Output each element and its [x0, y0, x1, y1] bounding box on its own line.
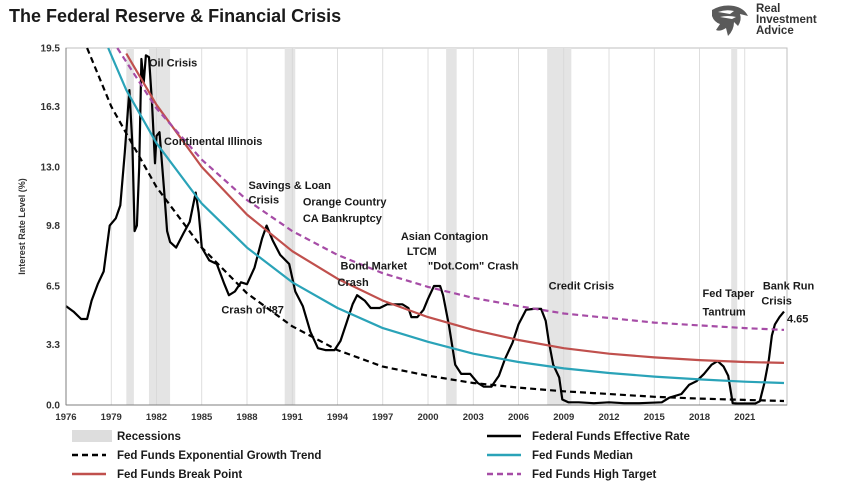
- annotation-label: Bank Run: [763, 281, 815, 293]
- annotation-label: Crisis: [761, 295, 792, 307]
- annotation-label: Asian Contagion: [401, 231, 489, 243]
- series-lines: [65, 47, 785, 405]
- legend: Recessions Federal Funds Effective Rate Fe…: [72, 430, 690, 481]
- brand-logo: Real Investment Advice: [708, 2, 846, 42]
- annotation-label: Fed Taper: [703, 288, 755, 300]
- logo-line: Real: [756, 3, 781, 15]
- eagle-icon: [712, 5, 748, 36]
- x-tick-label: 1982: [146, 412, 167, 423]
- series-line: [116, 47, 785, 331]
- y-tick-label: 6.5: [46, 282, 60, 293]
- recession-band: [284, 48, 296, 405]
- y-tick-label: 13.0: [41, 163, 61, 174]
- annotation-label: Tantrum: [703, 306, 746, 318]
- y-tick-label: 3.3: [46, 340, 60, 351]
- annotation-label: CA Bankruptcy: [303, 213, 383, 225]
- x-tick-label: 2003: [463, 412, 484, 423]
- annotation-label: "Dot.Com" Crash: [428, 261, 519, 273]
- legend-label: Fed Funds High Target: [532, 469, 657, 481]
- series-line: [107, 47, 785, 385]
- legend-label: Federal Funds Effective Rate: [532, 431, 690, 443]
- x-tick-label: 2006: [508, 412, 529, 423]
- x-tick-label: 1979: [101, 412, 122, 423]
- legend-label: Fed Funds Break Point: [117, 469, 242, 481]
- annotation-label: Bond Market: [341, 261, 408, 273]
- recession-band: [446, 48, 457, 405]
- x-tick-label: 1997: [372, 412, 393, 423]
- annotation-label: Crash of '87: [221, 304, 284, 316]
- chart-title: The Federal Reserve & Financial Crisis: [9, 6, 342, 26]
- x-tick-label: 1994: [327, 412, 349, 423]
- legend-swatch: [72, 430, 112, 442]
- y-axis-title: Interest Rate Level (%): [17, 178, 27, 275]
- recession-band: [731, 48, 738, 405]
- logo-wordmark: Real Investment Advice: [756, 3, 817, 37]
- x-tick-label: 2009: [553, 412, 574, 423]
- series-line: [125, 52, 785, 364]
- logo-line: Investment: [756, 14, 817, 26]
- plot-area: [65, 47, 788, 406]
- y-tick-label: 19.5: [41, 44, 61, 55]
- x-tick-label: 1985: [191, 412, 213, 423]
- plot-frame: [65, 47, 788, 406]
- annotation-label: Orange Country: [303, 196, 388, 208]
- y-tick-label: 16.3: [41, 102, 61, 113]
- annotation-label: Savings & Loan: [249, 180, 332, 192]
- annotation-label: 4.65: [787, 314, 808, 326]
- x-tick-label: 1991: [282, 412, 304, 423]
- x-tick-label: 2000: [417, 412, 438, 423]
- axes: 0.0 3.3 6.5 9.8 13.0 16.3 19.5 1976 1979 1982 1985…: [17, 44, 787, 423]
- x-tick-label: 2012: [598, 412, 619, 423]
- x-tick-label: 1988: [236, 412, 257, 423]
- x-tick-label: 2018: [689, 412, 710, 423]
- annotation-label: Crash: [338, 277, 369, 289]
- annotation-label: LTCM: [407, 246, 437, 258]
- x-tick-label: 2015: [644, 412, 666, 423]
- recession-band: [126, 48, 134, 405]
- annotation-label: Crisis: [249, 195, 280, 207]
- y-tick-label: 9.8: [46, 221, 60, 232]
- annotations: Oil Crisis Continental Illinois Savings & …: [149, 57, 815, 325]
- legend-label: Fed Funds Exponential Growth Trend: [117, 450, 321, 462]
- annotation-label: Oil Crisis: [149, 57, 197, 69]
- y-tick-label: 0.0: [46, 401, 60, 412]
- annotation-label: Continental Illinois: [164, 136, 262, 148]
- x-tick-label: 2021: [734, 412, 756, 423]
- series-line: [65, 54, 785, 405]
- legend-label: Recessions: [117, 431, 181, 443]
- logo-line: Advice: [756, 25, 794, 37]
- annotation-label: Credit Crisis: [549, 281, 614, 293]
- legend-label: Fed Funds Median: [532, 450, 633, 462]
- x-tick-label: 1976: [55, 412, 76, 423]
